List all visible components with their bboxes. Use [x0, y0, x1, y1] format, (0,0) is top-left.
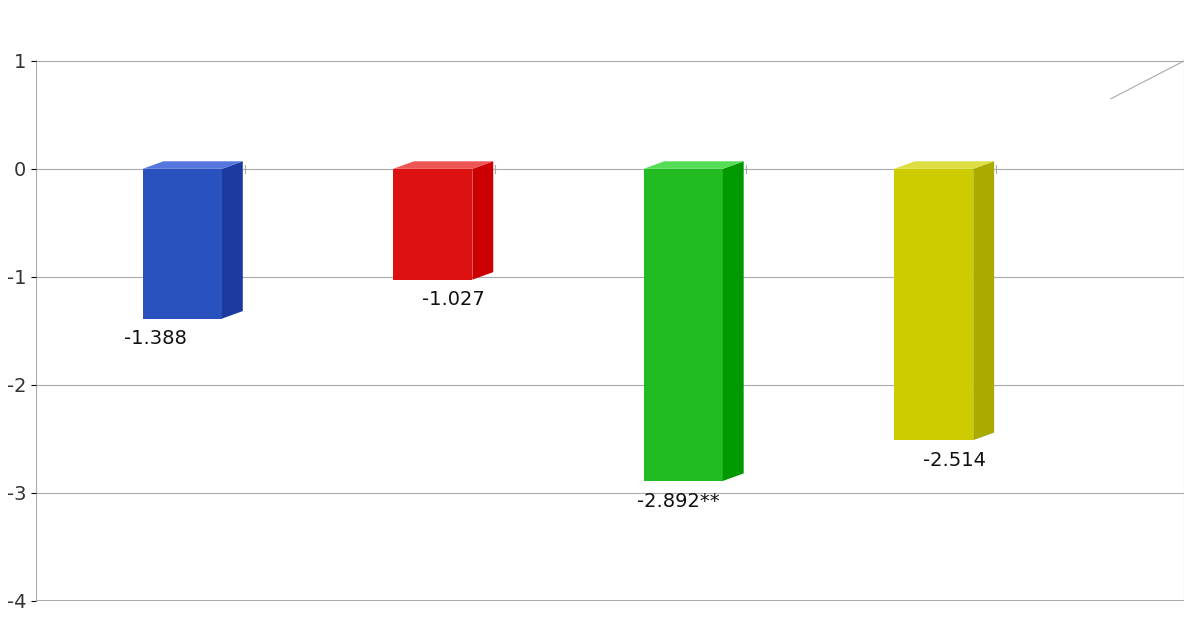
Polygon shape [643, 169, 723, 481]
Polygon shape [894, 169, 973, 440]
Polygon shape [393, 169, 473, 280]
Polygon shape [723, 162, 743, 481]
Polygon shape [222, 162, 243, 319]
Text: -1.027: -1.027 [423, 290, 485, 310]
Polygon shape [894, 162, 994, 169]
Polygon shape [143, 169, 222, 319]
Polygon shape [143, 162, 243, 169]
Text: -1.388: -1.388 [124, 329, 187, 348]
Polygon shape [0, 600, 1184, 619]
Text: -2.892**: -2.892** [637, 491, 719, 511]
Polygon shape [393, 162, 493, 169]
Text: -2.514: -2.514 [923, 451, 986, 470]
Polygon shape [473, 162, 493, 280]
Polygon shape [973, 162, 994, 440]
Polygon shape [643, 162, 743, 169]
